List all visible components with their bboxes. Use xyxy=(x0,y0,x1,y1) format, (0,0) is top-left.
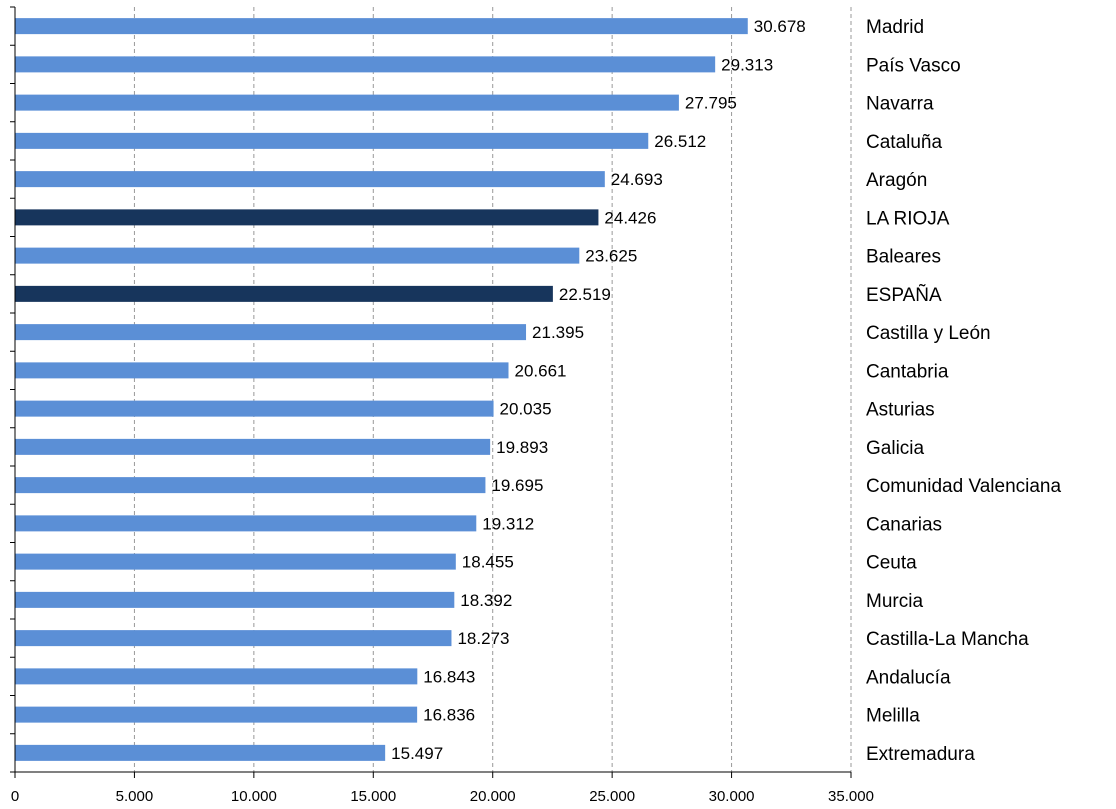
category-label: Ceuta xyxy=(866,553,917,574)
x-tick-label: 25.000 xyxy=(589,788,635,805)
bar-value-label: 24.426 xyxy=(604,208,656,227)
bar xyxy=(15,744,386,761)
category-label: ESPAÑA xyxy=(866,284,942,306)
bar-value-label: 22.519 xyxy=(559,285,611,304)
category-label: Castilla-La Mancha xyxy=(866,629,1029,650)
bar xyxy=(15,438,491,455)
bar-value-label: 21.395 xyxy=(532,323,584,342)
bar-value-label: 16.836 xyxy=(423,706,475,725)
category-label: Canarias xyxy=(866,514,942,535)
bar-value-label: 24.693 xyxy=(611,170,663,189)
bar-value-label: 18.455 xyxy=(462,553,514,572)
bar xyxy=(15,18,748,35)
axes xyxy=(10,6,852,778)
x-tick-label: 35.000 xyxy=(828,788,874,805)
category-label: Baleares xyxy=(866,247,941,268)
bar-value-label: 18.392 xyxy=(460,591,512,610)
bar-value-label: 26.512 xyxy=(654,132,706,151)
bar xyxy=(15,477,486,494)
bar xyxy=(15,209,599,226)
x-tick-label: 20.000 xyxy=(470,788,516,805)
bar xyxy=(15,553,456,570)
bar-value-label: 23.625 xyxy=(585,247,637,266)
x-tick-label: 5.000 xyxy=(116,788,154,805)
category-label: Asturias xyxy=(866,400,935,421)
bar-value-label: 27.795 xyxy=(685,94,737,113)
bar-value-label: 18.273 xyxy=(457,629,509,648)
bar xyxy=(15,400,494,417)
x-tick-label: 0 xyxy=(11,788,19,805)
category-label: Melilla xyxy=(866,706,920,727)
x-tick-label: 10.000 xyxy=(231,788,277,805)
category-label: Cantabria xyxy=(866,361,949,382)
bar xyxy=(15,591,455,608)
bar-value-label: 19.312 xyxy=(482,514,534,533)
category-label: Murcia xyxy=(866,591,923,612)
bar-value-label: 19.695 xyxy=(491,476,543,495)
category-label: Comunidad Valenciana xyxy=(866,476,1061,497)
bar-value-label: 20.035 xyxy=(500,400,552,419)
category-label: Andalucía xyxy=(866,667,951,688)
x-tick-label: 15.000 xyxy=(350,788,396,805)
category-label: Galicia xyxy=(866,438,925,459)
bars xyxy=(15,18,748,761)
bar xyxy=(15,324,527,341)
bar-value-label: 20.661 xyxy=(515,361,567,380)
bar xyxy=(15,630,452,647)
category-label: País Vasco xyxy=(866,55,961,76)
category-label: Aragón xyxy=(866,170,927,191)
bar xyxy=(15,94,679,111)
bar-value-label: 15.497 xyxy=(391,744,443,763)
category-label: Cataluña xyxy=(866,132,942,153)
bar xyxy=(15,132,649,149)
category-label: Navarra xyxy=(866,94,934,115)
category-label: LA RIOJA xyxy=(866,208,950,229)
labels: 30.678 Madrid 29.313 País Vasco 27.795 Navarr… xyxy=(11,17,1062,805)
bar xyxy=(15,515,477,532)
bar-value-label: 30.678 xyxy=(754,17,806,36)
category-label: Madrid xyxy=(866,17,924,38)
bar-value-label: 19.893 xyxy=(496,438,548,457)
bar-value-label: 29.313 xyxy=(721,55,773,74)
bar xyxy=(15,285,553,302)
bar xyxy=(15,668,418,685)
bar xyxy=(15,247,580,264)
category-label: Extremadura xyxy=(866,744,975,765)
bar xyxy=(15,362,509,379)
gridlines xyxy=(133,7,852,772)
category-label: Castilla y León xyxy=(866,323,991,344)
bar xyxy=(15,56,716,73)
bar xyxy=(15,171,605,188)
x-tick-label: 30.000 xyxy=(709,788,755,805)
bar-value-label: 16.843 xyxy=(423,667,475,686)
bar xyxy=(15,706,418,723)
